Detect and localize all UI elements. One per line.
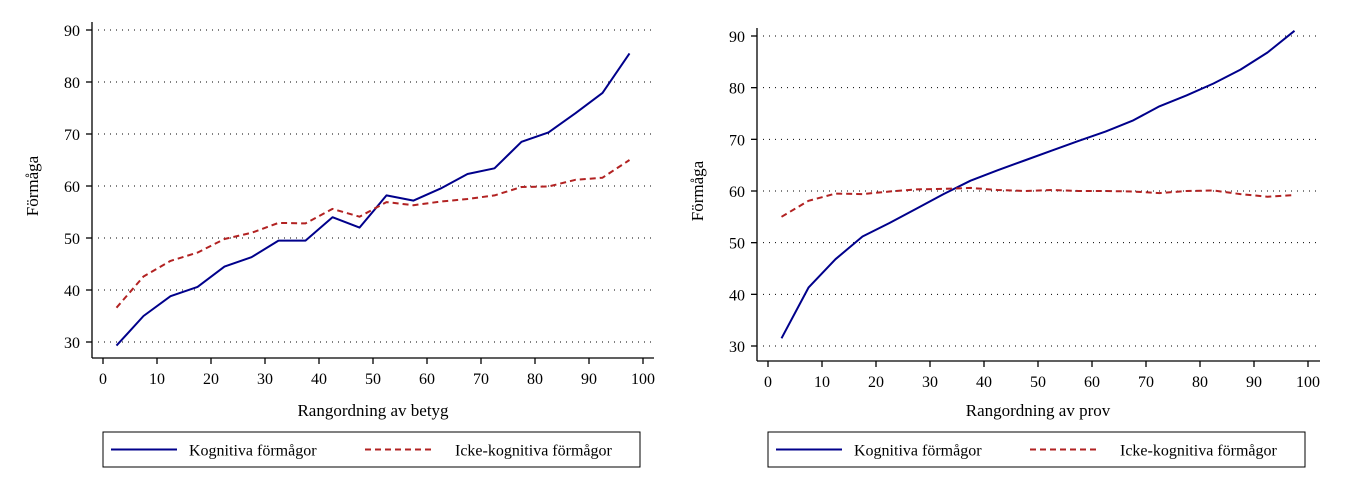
chart-panel-2: 30 40 50 60 70 80 90 0 10 20 30 40 50 60 70 80 90 100 Rang… bbox=[688, 28, 1320, 468]
x-tick-label: 70 bbox=[1138, 374, 1154, 391]
legend-label-icke-kognitiva: Icke-kognitiva förmågor bbox=[1120, 443, 1278, 460]
x-tick-label: 100 bbox=[1296, 374, 1320, 391]
y-tick-label: 80 bbox=[729, 81, 745, 98]
x-tick-label: 90 bbox=[1246, 374, 1262, 391]
x-tick-label: 30 bbox=[922, 374, 938, 391]
x-axis-title: Rangordning av prov bbox=[966, 401, 1111, 420]
x-tick-label: 60 bbox=[1084, 374, 1100, 391]
x-tick-label: 90 bbox=[581, 371, 597, 388]
y-tick-label: 60 bbox=[64, 179, 80, 196]
x-tick-label: 80 bbox=[527, 371, 543, 388]
legend-label-icke-kognitiva: Icke-kognitiva förmågor bbox=[455, 443, 613, 460]
legend-label-kognitiva: Kognitiva förmågor bbox=[189, 443, 317, 460]
series-line-icke-kognitiva bbox=[115, 159, 631, 309]
legend: Kognitiva förmågor Icke-kognitiva förmågo… bbox=[102, 431, 641, 468]
x-tick-label: 80 bbox=[1192, 374, 1208, 391]
series-line-kognitiva bbox=[115, 52, 631, 347]
y-tick-label: 30 bbox=[729, 339, 745, 356]
y-tick-label: 40 bbox=[729, 287, 745, 304]
x-tick-label: 20 bbox=[868, 374, 884, 391]
y-tick-label: 50 bbox=[64, 231, 80, 248]
x-tick-label: 50 bbox=[365, 371, 381, 388]
x-tick-label: 50 bbox=[1030, 374, 1046, 391]
y-tick-label: 40 bbox=[64, 283, 80, 300]
x-tick-label: 40 bbox=[311, 371, 327, 388]
x-tick-label: 60 bbox=[419, 371, 435, 388]
legend-label-kognitiva: Kognitiva förmågor bbox=[854, 443, 982, 460]
x-tick-label: 10 bbox=[814, 374, 830, 391]
y-axis-title: Förmåga bbox=[688, 160, 707, 221]
legend-box bbox=[102, 431, 641, 468]
y-tick-label: 60 bbox=[729, 184, 745, 201]
x-tick-label: 30 bbox=[257, 371, 273, 388]
y-tick-label: 70 bbox=[64, 127, 80, 144]
y-tick-label: 70 bbox=[729, 132, 745, 149]
legend-box bbox=[767, 431, 1306, 468]
x-tick-label: 0 bbox=[764, 374, 772, 391]
chart-panel-1: 30 40 50 60 70 80 90 0 10 20 30 40 50 60 70 80 90 100 Rang… bbox=[23, 22, 655, 468]
legend: Kognitiva förmågor Icke-kognitiva förmågo… bbox=[767, 431, 1306, 468]
y-tick-label: 80 bbox=[64, 75, 80, 92]
x-tick-label: 0 bbox=[99, 371, 107, 388]
y-axis-title: Förmåga bbox=[23, 155, 42, 216]
x-axis-title: Rangordning av betyg bbox=[297, 401, 449, 420]
x-tick-label: 20 bbox=[203, 371, 219, 388]
y-tick-label: 30 bbox=[64, 335, 80, 352]
x-tick-label: 100 bbox=[631, 371, 655, 388]
y-tick-label: 90 bbox=[64, 23, 80, 40]
series-line-icke-kognitiva bbox=[780, 186, 1295, 218]
y-tick-label: 50 bbox=[729, 236, 745, 253]
series-line-kognitiva bbox=[780, 30, 1296, 339]
y-tick-label: 90 bbox=[729, 29, 745, 46]
x-tick-label: 10 bbox=[149, 371, 165, 388]
x-tick-label: 70 bbox=[473, 371, 489, 388]
x-tick-label: 40 bbox=[976, 374, 992, 391]
